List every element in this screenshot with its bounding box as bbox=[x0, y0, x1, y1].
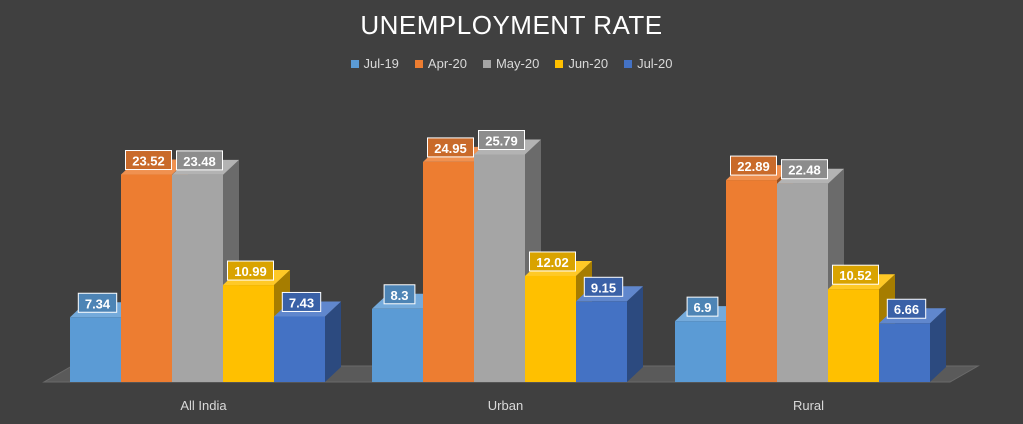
legend-swatch bbox=[555, 59, 564, 68]
legend-item-4: Jul-20 bbox=[624, 56, 672, 71]
data-label-box bbox=[832, 264, 879, 285]
data-label: 23.48 bbox=[176, 150, 223, 171]
legend-label: Jun-20 bbox=[568, 56, 609, 71]
legend-label: Jul-20 bbox=[637, 56, 673, 71]
bar-front bbox=[423, 161, 474, 382]
data-label: 24.95 bbox=[427, 137, 474, 158]
chart-title: UNEMPLOYMENT RATE bbox=[360, 10, 663, 40]
data-label-box bbox=[125, 150, 172, 171]
bar-side bbox=[930, 308, 946, 382]
data-label-value: 10.99 bbox=[234, 264, 267, 279]
data-label-box bbox=[281, 291, 322, 312]
data-label-box bbox=[529, 251, 576, 272]
data-label-value: 6.9 bbox=[693, 300, 711, 315]
data-label: 6.9 bbox=[686, 296, 719, 317]
data-label: 6.66 bbox=[886, 298, 927, 319]
bar-front bbox=[121, 174, 172, 382]
bar-front bbox=[223, 285, 274, 382]
data-label-value: 8.3 bbox=[390, 288, 408, 303]
data-label-value: 23.52 bbox=[132, 154, 165, 169]
bar-front bbox=[474, 154, 525, 382]
data-label-box bbox=[383, 284, 416, 305]
data-label: 10.52 bbox=[832, 264, 879, 285]
data-label: 8.3 bbox=[383, 284, 416, 305]
legend-swatch bbox=[350, 59, 359, 68]
data-label-value: 7.34 bbox=[85, 296, 111, 311]
bar bbox=[879, 308, 946, 382]
legend: Jul-19 Apr-20 May-20 Jun-20 Jul-20 bbox=[0, 56, 1023, 71]
data-label: 12.02 bbox=[529, 251, 576, 272]
data-label: 23.52 bbox=[125, 150, 172, 171]
legend-swatch bbox=[482, 59, 491, 68]
data-label-box bbox=[227, 260, 274, 281]
legend-item-1: Apr-20 bbox=[414, 56, 467, 71]
legend-item-0: Jul-19 bbox=[350, 56, 399, 71]
bar-side bbox=[627, 286, 643, 382]
data-label: 7.43 bbox=[281, 291, 322, 312]
bar-front bbox=[879, 323, 930, 382]
legend-swatch bbox=[624, 59, 633, 68]
bar bbox=[576, 286, 643, 382]
data-label-box bbox=[886, 298, 927, 319]
data-label-value: 22.89 bbox=[737, 159, 770, 174]
data-label-box bbox=[478, 129, 525, 150]
data-label-box bbox=[781, 159, 828, 180]
data-label-box bbox=[176, 150, 223, 171]
data-label: 22.48 bbox=[781, 159, 828, 180]
data-label-box bbox=[583, 276, 624, 297]
category-label: Rural bbox=[793, 398, 824, 413]
data-label-value: 9.15 bbox=[591, 280, 616, 295]
legend-label: Apr-20 bbox=[427, 56, 467, 71]
bar-front bbox=[726, 180, 777, 382]
data-label-box bbox=[77, 292, 118, 313]
data-label-value: 12.02 bbox=[536, 255, 569, 270]
data-label-box bbox=[730, 155, 777, 176]
data-label-value: 24.95 bbox=[434, 141, 467, 156]
bar-front bbox=[675, 321, 726, 382]
bar-front bbox=[70, 317, 121, 382]
bar-front bbox=[828, 289, 879, 382]
data-label: 25.79 bbox=[478, 129, 525, 150]
data-label-value: 10.52 bbox=[839, 268, 872, 283]
data-label-value: 7.43 bbox=[289, 295, 314, 310]
data-label: 7.34 bbox=[77, 292, 118, 313]
bar bbox=[274, 301, 341, 382]
data-label: 10.99 bbox=[227, 260, 274, 281]
category-label: Urban bbox=[488, 398, 523, 413]
bar-front bbox=[777, 183, 828, 382]
data-label-box bbox=[427, 137, 474, 158]
bar-front bbox=[274, 316, 325, 382]
category-label: All India bbox=[180, 398, 227, 413]
data-label-value: 22.48 bbox=[788, 163, 821, 178]
legend-label: May-20 bbox=[495, 56, 540, 71]
data-label-value: 6.66 bbox=[894, 302, 919, 317]
bar-front bbox=[172, 174, 223, 382]
data-label-value: 25.79 bbox=[485, 133, 518, 148]
data-label-box bbox=[686, 296, 719, 317]
bar-front bbox=[525, 275, 576, 382]
data-label-value: 23.48 bbox=[183, 154, 216, 169]
bar-side bbox=[325, 301, 341, 382]
legend-item-2: May-20 bbox=[482, 56, 540, 71]
bar-front bbox=[576, 301, 627, 382]
legend-item-3: Jun-20 bbox=[555, 56, 608, 71]
bar-front bbox=[372, 308, 423, 382]
data-label: 22.89 bbox=[730, 155, 777, 176]
legend-label: Jul-19 bbox=[363, 56, 399, 71]
data-label: 9.15 bbox=[583, 276, 624, 297]
legend-swatch bbox=[414, 59, 423, 68]
